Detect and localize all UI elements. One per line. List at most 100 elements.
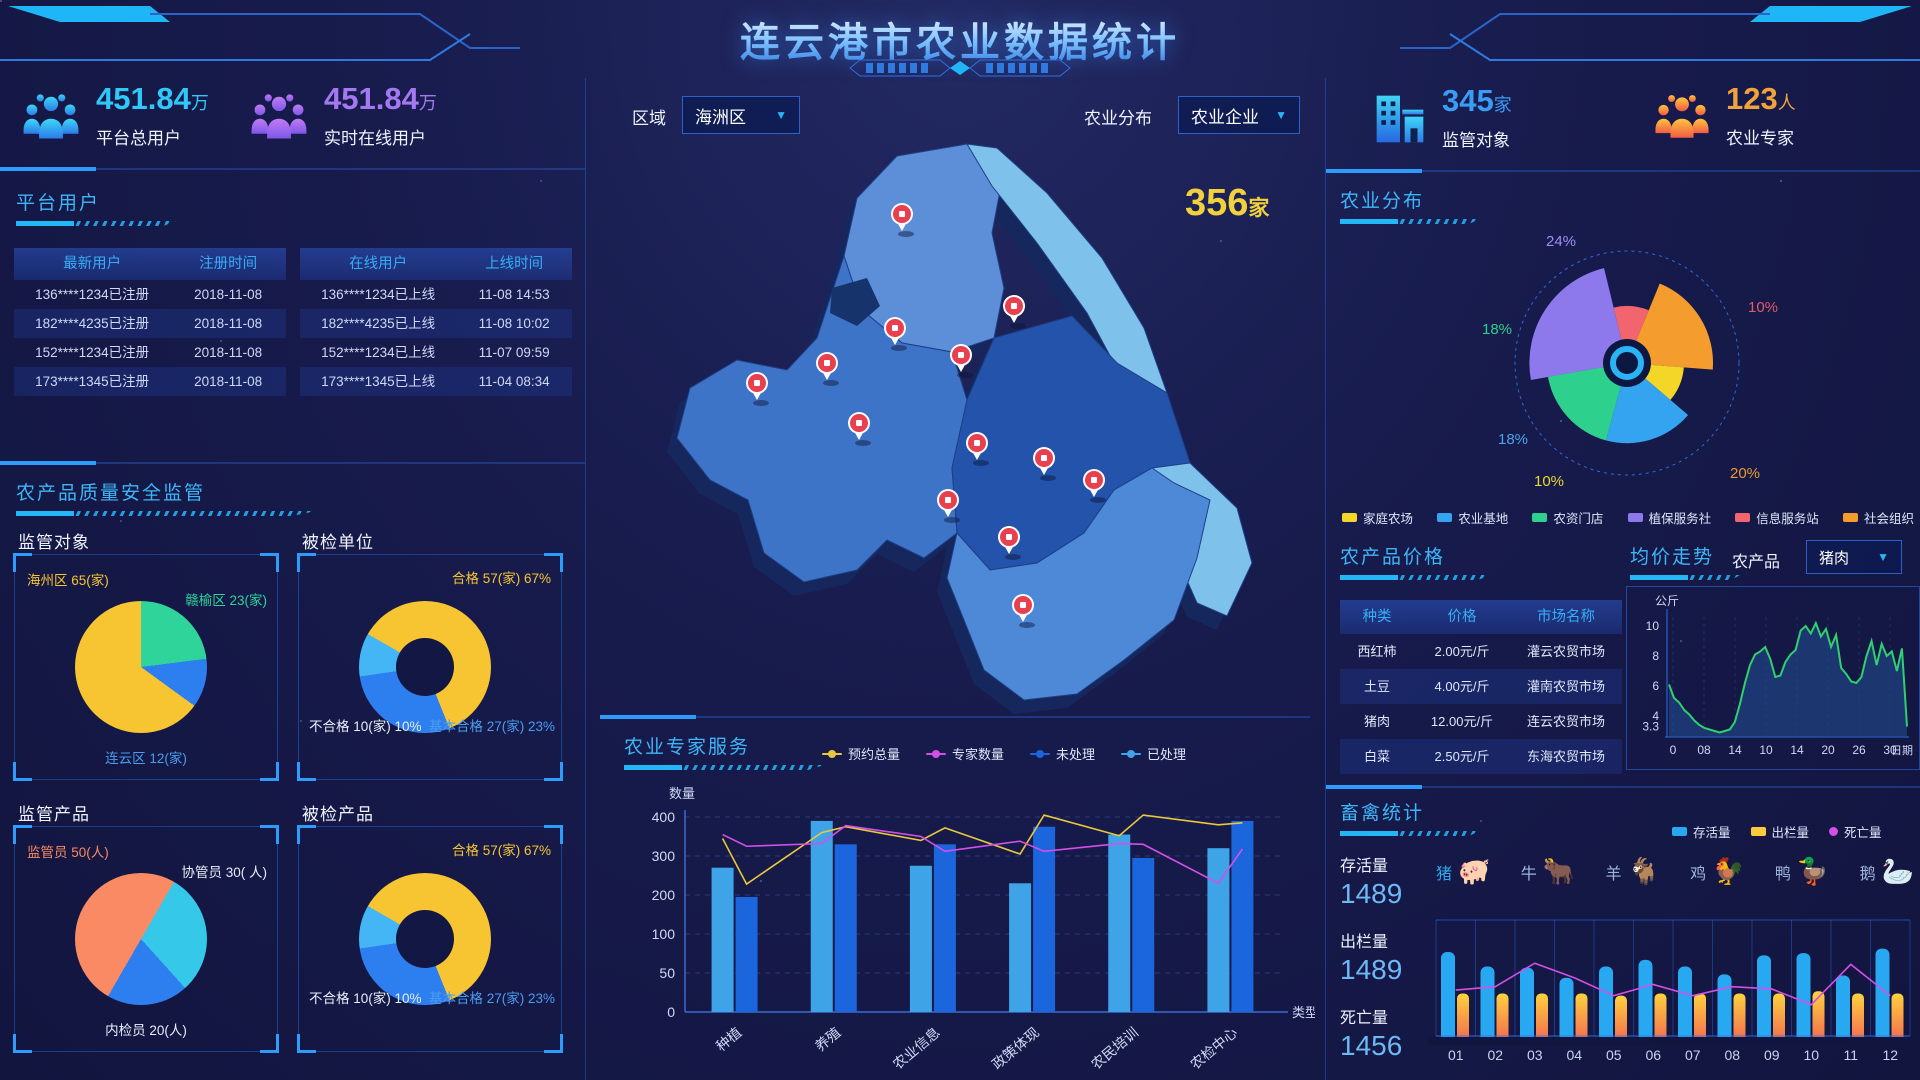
chart-inspected-products: 合格 57(家) 67% 基本合格 27(家) 23% 不合格 10(家) 10…	[297, 825, 563, 1053]
legend-item[interactable]: 出栏量	[1750, 822, 1809, 841]
animal-tab-pig[interactable]: 猪 🐖	[1436, 856, 1491, 886]
pie-label: 合格 57(家) 67%	[451, 843, 551, 858]
pie-label: 海州区 65(家)	[27, 573, 109, 588]
map-pin	[891, 203, 914, 237]
svg-text:05: 05	[1606, 1047, 1622, 1063]
chart-inspected-units: 合格 57(家) 67% 基本合格 27(家) 23% 不合格 10(家) 10…	[297, 553, 563, 781]
table-row: 182****4235已上线 11-08 10:02	[300, 309, 572, 338]
donut-inspected-units[interactable]	[359, 601, 491, 733]
expert-legend: 预约总量 专家数量 未处理 已处理	[822, 744, 1212, 763]
map-pin	[848, 412, 871, 446]
legend-item[interactable]: 植保服务社	[1627, 508, 1711, 527]
svg-text:类型: 类型	[1292, 1005, 1315, 1020]
animal-tab-sheep[interactable]: 羊 🐐	[1605, 856, 1660, 886]
duck-icon: 🦆	[1796, 856, 1830, 886]
stat-value: 451.84	[96, 81, 191, 116]
map-count-badge: 356家	[1185, 182, 1270, 224]
distribution-label: 农业分布	[1084, 109, 1152, 128]
svg-text:02: 02	[1487, 1047, 1503, 1063]
col-header: 注册时间	[199, 256, 258, 272]
stat-online-users: 451.84万 实时在线用户	[248, 83, 437, 149]
svg-text:农民培训: 农民培训	[1088, 1024, 1141, 1072]
svg-text:26: 26	[1852, 743, 1866, 757]
rose-pct-label: 24%	[1546, 233, 1577, 250]
map-pin	[1033, 447, 1056, 481]
svg-text:20: 20	[1821, 743, 1835, 757]
pie-label: 内检员 20(人)	[105, 1023, 187, 1038]
svg-text:14: 14	[1790, 743, 1804, 757]
legend-item[interactable]: 专家数量	[926, 744, 1004, 763]
livestock-chart[interactable]: 01 02 03 04 05 06 07 08 09 10 11 12	[1428, 916, 1916, 1078]
legend-marker	[926, 749, 947, 758]
livestock-stat: 死亡量 1456	[1340, 1010, 1403, 1061]
table-row: 136****1234已上线 11-08 14:53	[321, 287, 550, 302]
svg-text:100: 100	[652, 926, 676, 942]
animal-tab-chicken[interactable]: 鸡 🐓	[1690, 856, 1745, 886]
distribution-select[interactable]: 农业企业	[1178, 96, 1300, 134]
animal-tab-goose[interactable]: 鹅 🦢	[1859, 856, 1914, 886]
stat-unit: 万	[190, 93, 209, 113]
stat-unit: 万	[418, 93, 437, 113]
map-pin	[1083, 469, 1106, 503]
rose-pct-label: 10%	[1534, 473, 1565, 490]
legend-item[interactable]: 社会组织	[1842, 508, 1914, 527]
goose-icon: 🦢	[1881, 856, 1914, 886]
animal-tab-cow[interactable]: 牛 🐂	[1520, 856, 1576, 886]
pie-label: 协管员 30( 人)	[181, 865, 267, 880]
legend-item[interactable]: 已处理	[1121, 744, 1186, 763]
legend-item[interactable]: 农资门店	[1532, 508, 1603, 527]
table-row: 173****1345已注册 2018-11-08	[14, 367, 286, 396]
section-title: 农业分布	[1340, 191, 1425, 212]
cow-icon: 🐂	[1542, 856, 1576, 886]
pie-label: 合格 57(家) 67%	[451, 571, 551, 586]
region-map[interactable]	[652, 138, 1304, 723]
pie-supervision-products[interactable]	[75, 873, 207, 1005]
header-decoration-left	[0, 6, 520, 61]
legend-item[interactable]: 存活量	[1672, 822, 1731, 841]
pie-supervision-objects[interactable]	[75, 601, 207, 733]
svg-text:07: 07	[1685, 1047, 1701, 1063]
subsection-title: 被检单位	[302, 533, 374, 552]
legend-item[interactable]: 未处理	[1030, 744, 1095, 763]
section-title: 均价走势	[1630, 547, 1715, 568]
users-icon	[20, 93, 82, 141]
page-title: 连云港市农业数据统计	[0, 10, 1920, 68]
map-pin	[884, 317, 907, 351]
title-ornament	[849, 59, 1071, 77]
map-pin	[998, 526, 1021, 560]
subsection-title: 被检产品	[302, 805, 374, 824]
stat-label: 实时在线用户	[324, 129, 426, 148]
svg-text:种植: 种植	[713, 1024, 745, 1054]
donut-inspected-products[interactable]	[359, 873, 491, 1005]
legend-item[interactable]: 家庭农场	[1342, 508, 1413, 527]
svg-text:4: 4	[1652, 709, 1659, 723]
chart-supervision-objects: 海州区 65(家) 赣榆区 23(家) 连云区 12(家)	[13, 553, 279, 781]
stat-experts: 123人 农业专家	[1652, 83, 1796, 149]
livestock-stat: 出栏量 1489	[1340, 934, 1403, 985]
legend-item[interactable]: 死亡量	[1829, 822, 1882, 841]
svg-text:公斤: 公斤	[1655, 594, 1679, 608]
svg-text:3.3: 3.3	[1642, 720, 1659, 734]
trend-product-select[interactable]: 猪肉	[1806, 540, 1902, 574]
stat-label: 平台总用户	[96, 129, 181, 148]
svg-text:0: 0	[667, 1004, 675, 1020]
legend-item[interactable]: 信息服务站	[1735, 508, 1819, 527]
animal-tab-duck[interactable]: 鸭 🦆	[1774, 856, 1830, 886]
region-select[interactable]: 海洲区	[682, 96, 800, 134]
section-divider	[1326, 169, 1920, 173]
table-row: 白菜 2.50元/斤 东海农贸市场	[1340, 739, 1622, 774]
pie-label: 基本合格 27(家) 23%	[428, 719, 555, 734]
map-pin	[746, 372, 769, 406]
map-pin	[950, 344, 973, 378]
svg-text:政策体现: 政策体现	[989, 1024, 1042, 1072]
legend-item[interactable]: 农业基地	[1437, 508, 1508, 527]
svg-text:01: 01	[1448, 1047, 1464, 1063]
section-title: 农业专家服务	[624, 737, 751, 758]
svg-text:04: 04	[1566, 1047, 1582, 1063]
distribution-rose-chart[interactable]	[1467, 243, 1787, 483]
svg-text:农检中心: 农检中心	[1187, 1024, 1240, 1072]
background-stars	[0, 0, 2, 2]
legend-item[interactable]: 预约总量	[822, 744, 900, 763]
